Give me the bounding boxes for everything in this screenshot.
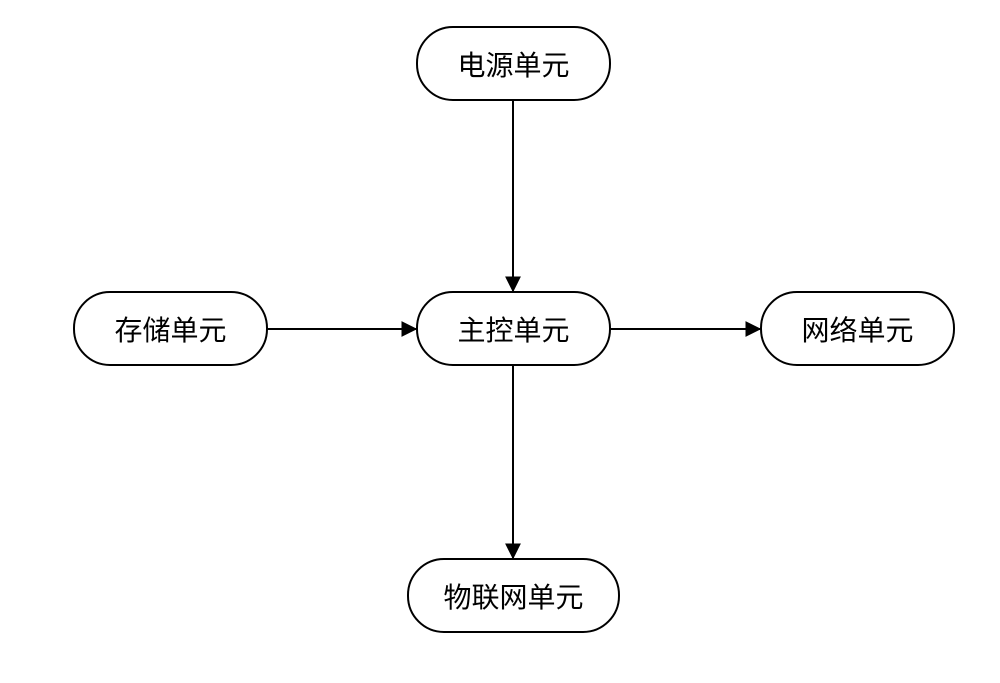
node-network-label: 网络单元: [801, 309, 913, 349]
node-power: 电源单元: [416, 26, 611, 101]
node-storage: 存储单元: [73, 291, 268, 366]
node-storage-label: 存储单元: [114, 309, 226, 349]
node-iot-label: 物联网单元: [443, 576, 583, 616]
node-main: 主控单元: [416, 291, 611, 366]
node-iot: 物联网单元: [407, 558, 620, 633]
node-network: 网络单元: [760, 291, 955, 366]
node-power-label: 电源单元: [457, 44, 569, 84]
node-main-label: 主控单元: [457, 309, 569, 349]
